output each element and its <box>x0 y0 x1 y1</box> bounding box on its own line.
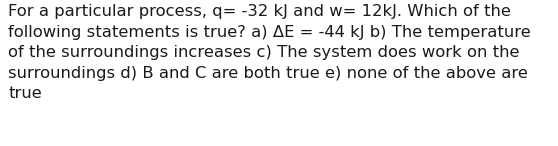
Text: For a particular process, q= -32 kJ and w= 12kJ. Which of the
following statemen: For a particular process, q= -32 kJ and … <box>8 4 531 101</box>
